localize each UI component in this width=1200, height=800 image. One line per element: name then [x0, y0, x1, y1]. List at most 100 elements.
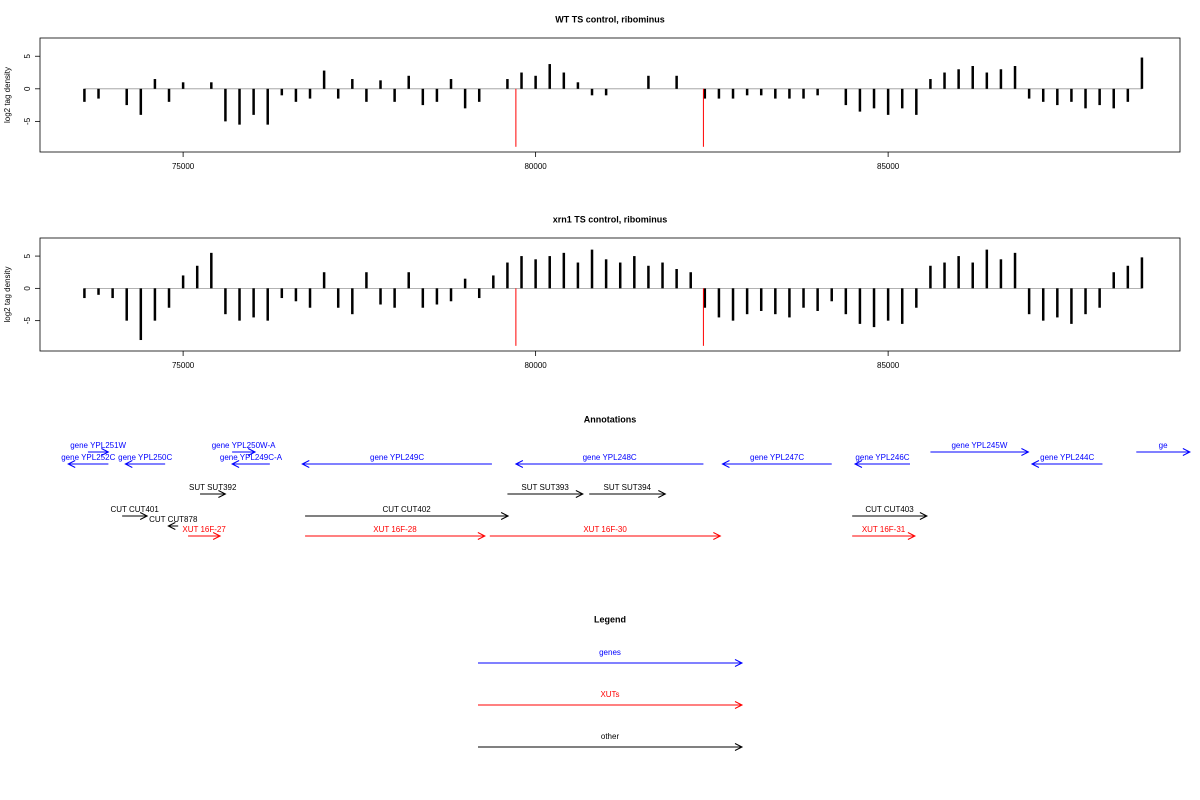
- feature-arrowhead: [658, 490, 667, 498]
- bar: [449, 79, 453, 89]
- plot-frame: [39, 237, 1181, 352]
- bar: [252, 88, 255, 115]
- bar: [153, 79, 157, 89]
- bar: [943, 72, 946, 89]
- feature-label: gene YPL250W-A: [212, 441, 276, 450]
- bar: [985, 72, 989, 89]
- bar: [111, 288, 114, 299]
- bar: [731, 88, 735, 99]
- legend-arrowhead: [734, 743, 744, 751]
- bar: [562, 252, 566, 289]
- feature-arrowhead: [230, 460, 240, 468]
- bar: [308, 88, 312, 99]
- bar: [759, 288, 763, 311]
- feature-arrowhead: [1182, 448, 1191, 456]
- bar: [125, 88, 128, 106]
- bar: [802, 88, 805, 99]
- bar: [844, 288, 848, 315]
- bar: [477, 288, 481, 299]
- feature-label: CUT CUT403: [865, 505, 914, 514]
- bar: [463, 88, 467, 109]
- y-axis-label: log2 tag density: [3, 67, 12, 123]
- bar: [1013, 252, 1017, 289]
- bar: [1084, 288, 1087, 315]
- bar: [407, 75, 410, 89]
- bar: [294, 288, 298, 302]
- legend-label: genes: [599, 648, 621, 657]
- bar: [1112, 88, 1115, 109]
- x-tick-label: 80000: [524, 162, 547, 171]
- feature-arrowhead: [218, 490, 227, 498]
- bar: [703, 288, 707, 308]
- bar: [280, 288, 284, 299]
- bar: [830, 288, 833, 302]
- x-tick-label: 85000: [877, 162, 900, 171]
- bar: [971, 262, 974, 289]
- bar: [915, 88, 918, 115]
- bar: [365, 88, 368, 102]
- bar: [506, 79, 509, 89]
- feature-label: SUT SUT392: [189, 483, 237, 492]
- plot-frame: [39, 37, 1181, 153]
- feature-label: gene YPL244C: [1040, 453, 1094, 462]
- feature-label: gene YPL247C: [750, 453, 804, 462]
- bar: [1027, 88, 1031, 99]
- bar: [745, 88, 749, 96]
- bar: [477, 88, 481, 102]
- bar: [449, 288, 453, 302]
- feature-arrowhead: [907, 532, 917, 540]
- bar: [1027, 288, 1031, 315]
- bar: [576, 82, 580, 89]
- bar: [788, 288, 791, 318]
- bar: [590, 88, 594, 96]
- bar: [957, 256, 960, 289]
- bar: [788, 88, 791, 99]
- x-tick-label: 75000: [172, 361, 195, 370]
- bar: [1098, 288, 1101, 308]
- bar: [886, 88, 890, 115]
- bar: [802, 288, 805, 308]
- bar: [985, 249, 989, 289]
- feature-label: SUT SUT394: [604, 483, 652, 492]
- bar: [266, 88, 269, 125]
- feature-label: gene YPL249C-A: [220, 453, 283, 462]
- feature-label: CUT CUT402: [382, 505, 431, 514]
- bar: [210, 252, 213, 289]
- bar: [83, 288, 86, 299]
- bar: [1084, 88, 1087, 109]
- bar: [266, 288, 269, 321]
- panel-title: WT TS control, ribominus: [555, 14, 665, 24]
- bar: [1056, 288, 1059, 318]
- feature-arrowhead: [167, 522, 176, 530]
- bar: [365, 272, 368, 289]
- bar: [900, 88, 904, 109]
- bar: [336, 288, 340, 308]
- bar: [520, 72, 523, 89]
- bar: [703, 88, 707, 99]
- bar: [999, 259, 1003, 289]
- feature-arrowhead: [713, 532, 722, 540]
- bar: [238, 288, 241, 321]
- bar: [1056, 88, 1059, 106]
- feature-label: CUT CUT878: [149, 515, 198, 524]
- feature-arrowhead: [212, 532, 222, 540]
- legend-title: Legend: [594, 614, 626, 624]
- legend-label: XUTs: [600, 690, 619, 699]
- bar: [224, 88, 227, 122]
- feature-arrowhead: [500, 512, 510, 520]
- bar: [745, 288, 749, 315]
- bar: [322, 272, 326, 289]
- bar: [534, 75, 537, 89]
- feature-label: CUT CUT401: [110, 505, 159, 514]
- feature-label: gene YPL249C: [370, 453, 424, 462]
- bar: [731, 288, 735, 321]
- bar: [167, 288, 171, 308]
- bar: [618, 262, 622, 289]
- bar: [1070, 88, 1073, 102]
- feature-label: ge: [1159, 441, 1168, 450]
- bar: [929, 265, 932, 289]
- x-tick-label: 80000: [524, 361, 547, 370]
- bar: [308, 288, 312, 308]
- feature-arrowhead: [67, 460, 76, 468]
